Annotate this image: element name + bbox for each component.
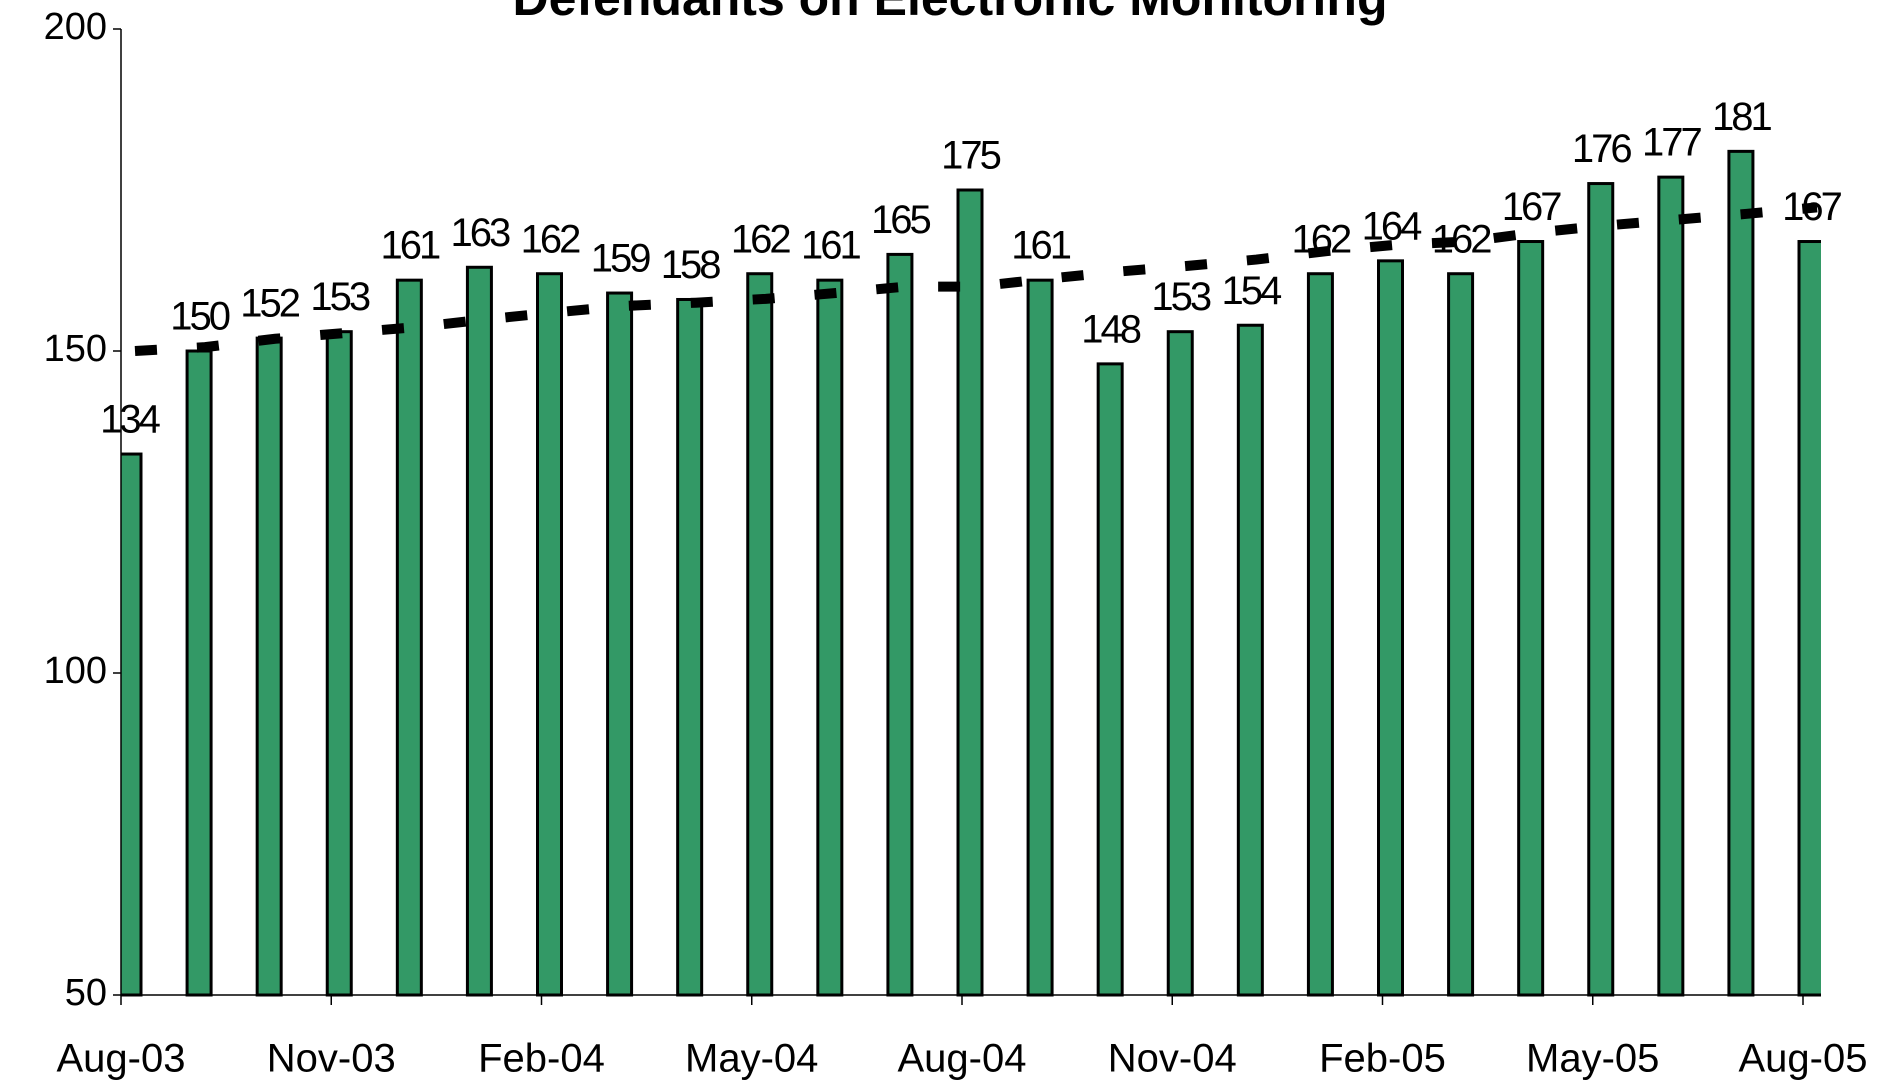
- bar: [185, 349, 213, 997]
- bar: [606, 291, 634, 997]
- data-label: 150: [170, 295, 229, 339]
- bar: [676, 297, 704, 997]
- x-tick-label: Aug-03: [57, 1037, 186, 1081]
- y-tick-label: 200: [44, 6, 107, 48]
- plot-area: [121, 149, 1821, 997]
- bar: [1026, 278, 1054, 997]
- bar: [886, 252, 914, 997]
- bar: [1236, 323, 1264, 997]
- data-label: 162: [1432, 217, 1491, 261]
- bar: [465, 265, 493, 997]
- y-tick-label: 150: [44, 328, 107, 370]
- bar: [1377, 259, 1404, 997]
- x-tick-label: Aug-04: [898, 1037, 1027, 1081]
- x-tick-label: May-04: [685, 1037, 818, 1081]
- data-label: 167: [1782, 185, 1841, 229]
- data-label: 153: [1151, 275, 1210, 319]
- x-tick-label: Aug-05: [1739, 1037, 1868, 1081]
- data-label: 161: [801, 224, 860, 268]
- data-label: 164: [1362, 204, 1422, 248]
- bar: [325, 330, 353, 997]
- y-tick-label: 50: [65, 972, 107, 1014]
- x-tick-label: May-05: [1526, 1037, 1659, 1081]
- bar: [1166, 330, 1194, 997]
- bar: [536, 272, 563, 997]
- data-label: 153: [310, 275, 369, 319]
- data-label: 159: [591, 237, 650, 281]
- x-tick-label: Nov-03: [267, 1037, 396, 1081]
- data-label: 181: [1712, 95, 1771, 139]
- y-tick-label: 100: [44, 650, 107, 692]
- bar: [255, 336, 283, 997]
- data-label: 158: [661, 243, 720, 287]
- bar: [956, 188, 984, 997]
- bar: [1797, 240, 1821, 997]
- x-tick-label: Nov-04: [1108, 1037, 1237, 1081]
- data-label: 134: [100, 398, 160, 442]
- x-tick-label: Feb-05: [1319, 1037, 1446, 1081]
- x-tick-label: Feb-04: [478, 1037, 605, 1081]
- bar: [816, 278, 844, 997]
- bar: [1306, 272, 1334, 997]
- bar: [1517, 240, 1545, 997]
- bar: [1727, 149, 1755, 997]
- data-label: 175: [941, 134, 1000, 178]
- data-label: 162: [521, 217, 580, 261]
- data-label: 154: [1221, 269, 1281, 313]
- bar: [395, 278, 423, 997]
- bar: [1447, 272, 1475, 997]
- data-label: 162: [731, 217, 790, 261]
- data-label: 161: [1011, 224, 1070, 268]
- data-label: 176: [1572, 127, 1631, 171]
- data-label: 167: [1502, 185, 1561, 229]
- data-label: 165: [871, 198, 930, 242]
- bar: [1096, 362, 1124, 997]
- data-label: 177: [1642, 121, 1701, 165]
- data-label: 148: [1081, 307, 1140, 351]
- data-label: 162: [1292, 217, 1351, 261]
- bar: [1657, 175, 1685, 997]
- data-label: 163: [451, 211, 510, 255]
- chart-title: Defendants on Electronic Monitoring: [512, 0, 1387, 26]
- bar: [1587, 182, 1615, 997]
- data-label: 152: [240, 282, 299, 326]
- data-label: 161: [380, 224, 439, 268]
- bar: [746, 272, 774, 997]
